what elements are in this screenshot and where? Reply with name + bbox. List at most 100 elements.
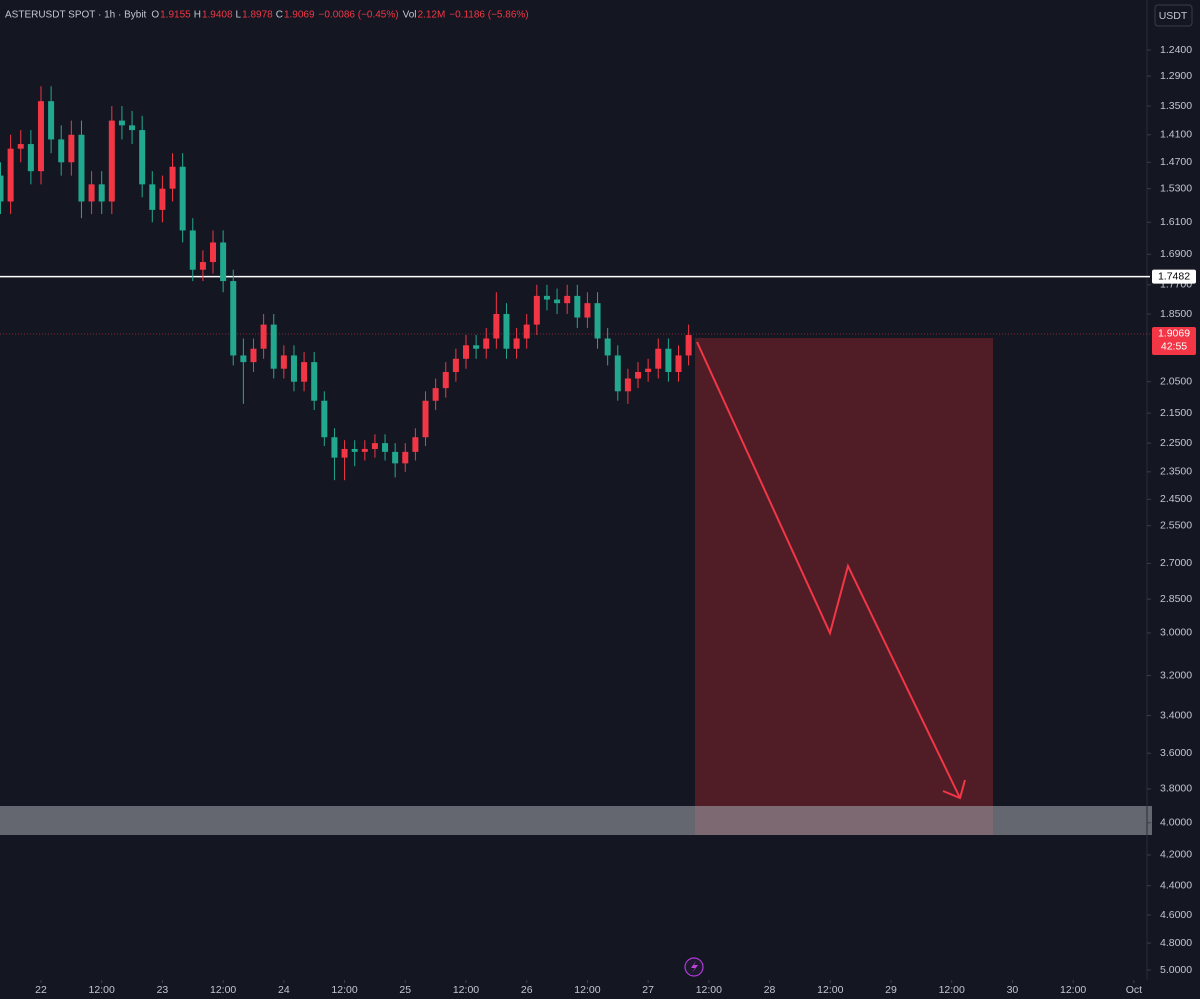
y-tick-label: 3.2000 [1160, 669, 1192, 681]
y-tick-label: 2.4500 [1160, 493, 1192, 505]
candle-body [533, 295, 540, 325]
candle-body [432, 388, 439, 401]
candle-body [220, 242, 227, 282]
y-tick-label: 4.2000 [1160, 849, 1192, 861]
x-tick-label: 12:00 [89, 984, 115, 996]
candle-body [58, 139, 65, 163]
candle-body [331, 437, 338, 458]
candle-body [483, 338, 490, 349]
ohlc-value: 1.9155 [160, 10, 191, 21]
candle-body [98, 184, 105, 202]
candle-body [392, 451, 399, 464]
candle-body [199, 262, 206, 270]
candle-body [68, 134, 75, 163]
candle-body [17, 144, 24, 149]
candle-body [685, 335, 692, 356]
ohlc-key: C [276, 10, 283, 21]
y-tick-label: 1.6900 [1160, 248, 1192, 260]
candle-body [321, 400, 328, 438]
x-tick-label: 30 [1007, 984, 1019, 996]
x-tick-label: 12:00 [939, 984, 965, 996]
candle-body [290, 355, 297, 382]
candle-body [270, 324, 277, 369]
candle-body [442, 371, 449, 389]
candle-body [645, 368, 652, 372]
x-tick-label: 22 [35, 984, 47, 996]
candle-body [614, 355, 621, 392]
candle-body [523, 324, 530, 339]
support-band [0, 806, 1152, 835]
candle-body [473, 345, 480, 349]
y-tick-label: 1.2400 [1160, 44, 1192, 56]
arrow-head [942, 779, 966, 800]
candle-body [655, 348, 662, 369]
y-tick-label: 2.3500 [1160, 466, 1192, 478]
currency-box [1154, 4, 1193, 27]
candle-body [129, 125, 136, 131]
x-tick-label: 23 [157, 984, 169, 996]
x-tick-label: 26 [521, 984, 533, 996]
ohlc-value: 1.9408 [202, 10, 233, 21]
ohlc-value: 1.9069 [284, 10, 315, 21]
candle-body [37, 101, 44, 172]
projection-arrow [696, 341, 961, 799]
x-tick-label: 12:00 [574, 984, 600, 996]
y-tick-label: 2.0500 [1160, 375, 1192, 387]
candle-body [665, 348, 672, 372]
candle-body [675, 355, 682, 372]
y-tick-label: 3.4000 [1160, 709, 1192, 721]
candle-body [230, 281, 237, 356]
currency: USDT [1159, 10, 1188, 22]
y-tick-label: 4.4000 [1160, 879, 1192, 891]
candle-body [108, 120, 115, 202]
ohlc-key: L [236, 10, 242, 21]
x-tick-label: 12:00 [1060, 984, 1086, 996]
candle-body [624, 378, 631, 392]
y-tick-label: 3.6000 [1160, 747, 1192, 759]
candle-body [0, 175, 4, 202]
candle-body [503, 313, 510, 349]
candle-body [351, 448, 358, 452]
candle-body [27, 144, 34, 172]
y-tick-label: 4.0000 [1160, 817, 1192, 829]
volume-key: Vol [403, 10, 417, 21]
candle-body [462, 345, 469, 359]
last-price-label: 1.9069 [1158, 328, 1190, 340]
ohlc-key: O [151, 10, 159, 21]
candle-body [260, 324, 267, 349]
candle-body [240, 355, 247, 363]
candle-body [149, 184, 156, 210]
x-tick-label: 29 [885, 984, 897, 996]
candle-body [402, 451, 409, 464]
x-tick-label: 24 [278, 984, 290, 996]
y-tick-label: 1.2900 [1160, 70, 1192, 82]
candle-body [159, 188, 166, 210]
symbol-title: ASTERUSDT SPOT · 1h · Bybit [5, 10, 147, 21]
x-tick-label: 25 [399, 984, 411, 996]
candle-body [422, 400, 429, 438]
ohlc-key: H [194, 10, 201, 21]
candle-body [513, 338, 520, 349]
candle-body [574, 295, 581, 318]
candle-body [341, 448, 348, 458]
y-tick-label: 2.2500 [1160, 437, 1192, 449]
horizontal-line-badge [1152, 269, 1196, 284]
candle-body [88, 184, 95, 202]
candle-body [635, 371, 642, 379]
x-tick-label: 12:00 [817, 984, 843, 996]
candle-body [452, 358, 459, 372]
candle-body [382, 443, 389, 452]
candle-body [210, 242, 217, 263]
y-tick-label: 2.1500 [1160, 407, 1192, 419]
y-tick-label: 3.8000 [1160, 783, 1192, 795]
x-tick-label: 12:00 [453, 984, 479, 996]
x-tick-label: Oct [1126, 984, 1142, 996]
candle-body [493, 313, 500, 339]
candles [0, 86, 692, 481]
y-tick-label: 1.3500 [1160, 100, 1192, 112]
y-tick-label: 1.6100 [1160, 216, 1192, 228]
y-tick-label: 1.8500 [1160, 308, 1192, 320]
y-tick-label: 1.4700 [1160, 156, 1192, 168]
x-tick-label: 12:00 [696, 984, 722, 996]
